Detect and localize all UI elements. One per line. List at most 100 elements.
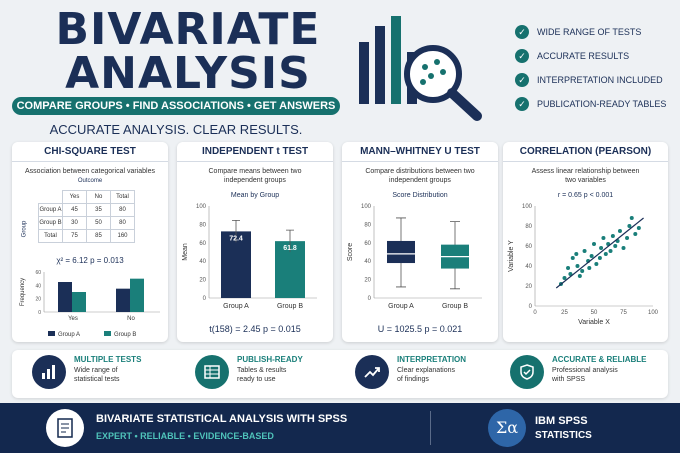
ibm-spss-label: IBM SPSS: [535, 415, 588, 427]
legend-label: Group B: [114, 332, 136, 338]
y-tick-label: 20: [364, 278, 371, 284]
scatter-point: [577, 274, 582, 278]
y-tick-label: 0: [529, 304, 533, 310]
y-tick-label: 80: [364, 222, 371, 228]
y-tick-label: 80: [199, 222, 206, 228]
benefit-item: INTERPRETATION Clear explanations of findi…: [355, 355, 466, 389]
feature-list: ✓ WIDE RANGE OF TESTS ✓ ACCURATE RESULTS ✓…: [515, 20, 666, 116]
footer-title: BIVARIATE STATISTICAL ANALYSIS WITH SPSS: [96, 413, 348, 425]
subtitle-pill: COMPARE GROUPS • FIND ASSOCIATIONS • GET…: [12, 97, 340, 115]
y-tick-label: 80: [525, 224, 532, 230]
y-tick-label: 60: [35, 270, 41, 276]
y-tick-label: 100: [196, 204, 207, 210]
main-title: BIVARIATE ANALYSIS: [28, 8, 348, 96]
legend-swatch: [104, 331, 111, 336]
contingency-table: Yes No Total Group A 45 35 80 Group B 30 50 80 T…: [38, 190, 135, 243]
group-label: Group: [21, 220, 28, 238]
mw-stats: U = 1025.5 p = 0.021: [377, 324, 463, 334]
scatter-point: [633, 232, 638, 236]
footer-banner: BIVARIATE STATISTICAL ANALYSIS WITH SPSS…: [0, 403, 680, 453]
scatter-point: [608, 249, 613, 253]
chi-stats: χ² = 6.12 p = 0.013: [56, 256, 124, 265]
x-tick-label: Yes: [68, 316, 78, 322]
y-axis-label: Variable Y: [508, 240, 515, 272]
feature-item: ✓ WIDE RANGE OF TESTS: [515, 20, 666, 44]
scatter-point: [562, 276, 567, 280]
bar: [221, 231, 251, 298]
data-label: 72.4: [229, 235, 243, 242]
scatter-point: [575, 264, 580, 268]
x-tick-label: 100: [648, 310, 659, 316]
y-axis-label: Mean: [182, 243, 189, 261]
title-line-1: BIVARIATE: [55, 4, 321, 55]
y-tick-label: 20: [35, 297, 41, 303]
y-tick-label: 40: [199, 259, 206, 265]
mann-whitney-card: Score 0 20 40 60 80 100 Group A Group B MANN–WHI…: [342, 142, 498, 342]
card-title: INDEPENDENT t TEST: [177, 142, 333, 162]
table-row: Group A 45 35 80: [38, 203, 135, 217]
bar: [130, 278, 144, 312]
y-axis-label: Score: [347, 243, 354, 261]
correlation-chart: Variable Y Variable X 0 20 40 60 80 100 0 25 50 75 1…: [508, 204, 659, 326]
benefits-strip: MULTIPLE TESTS Wide range of statistical t…: [12, 350, 668, 398]
check-icon: ✓: [515, 97, 529, 111]
card-subtitle: Compare means between two independent gr…: [208, 168, 302, 184]
scatter-point: [582, 249, 587, 253]
benefit-item: PUBLISH-READY Tables & results ready to us…: [195, 355, 303, 389]
y-tick-label: 0: [38, 310, 41, 316]
scatter-point: [570, 256, 575, 260]
x-tick-label: Group B: [277, 303, 303, 310]
scatter-point: [592, 242, 596, 246]
t-test-card: Mean 0 20 40 60 80 100 72.4 Group A 61.8 Group B I…: [177, 142, 333, 342]
shield-check-icon: [510, 355, 544, 389]
card-title: CHI-SQUARE TEST: [12, 142, 168, 162]
benefit-item: ACCURATE & RELIABLE Professional analysis…: [510, 355, 647, 389]
bar-chart-icon: [32, 355, 66, 389]
t-test-chart: Mean 0 20 40 60 80 100 72.4 Group A 61.8 Group B: [182, 204, 317, 310]
x-tick-label: Group B: [442, 303, 468, 310]
card-subtitle: Assess linear relationship between two v…: [531, 168, 640, 184]
t-stats: t(158) = 2.45 p = 0.015: [209, 324, 301, 334]
scatter-point: [603, 252, 608, 256]
title-line-2: ANALYSIS: [65, 48, 311, 99]
scatter-point: [627, 224, 632, 228]
y-tick-label: 60: [525, 244, 532, 250]
y-tick-label: 0: [368, 296, 372, 302]
scatter-point: [599, 246, 604, 250]
y-tick-label: 100: [522, 204, 533, 210]
trend-line: [555, 217, 644, 289]
x-axis-label: Variable X: [578, 319, 610, 326]
y-tick-label: 40: [525, 264, 532, 270]
feature-item: ✓ PUBLICATION-READY TABLES: [515, 92, 666, 116]
spss-logo-icon: Σα: [488, 409, 526, 447]
footer-divider: [430, 411, 431, 445]
x-tick-label: Group A: [388, 303, 414, 310]
card-subtitle: Association between categorical variable…: [25, 168, 155, 175]
scatter-point: [568, 272, 573, 276]
bar-magnifier-icon: [359, 16, 482, 121]
scatter-point: [566, 266, 571, 270]
chi-square-chart: Frequency 0 20 40 60 Yes No Group A Group B: [20, 270, 160, 338]
check-icon: ✓: [515, 25, 529, 39]
correlation-card: Variable Y Variable X 0 20 40 60 80 100 0 25 50 75 1…: [503, 142, 668, 342]
legend-label: Group A: [58, 332, 80, 338]
scatter-point: [587, 266, 592, 270]
chi-square-card: Frequency 0 20 40 60 Yes No Group A Group B CHI-…: [12, 142, 168, 342]
scatter-point: [601, 236, 606, 240]
scatter-point: [589, 254, 594, 258]
corr-stats: r = 0.65 p < 0.001: [557, 192, 614, 199]
check-icon: ✓: [515, 49, 529, 63]
feature-item: ✓ ACCURATE RESULTS: [515, 44, 666, 68]
mann-whitney-chart: Score 0 20 40 60 80 100 Group A Group B: [347, 204, 482, 310]
x-tick-label: No: [127, 316, 135, 322]
scatter-point: [610, 234, 615, 238]
scatter-point: [636, 226, 641, 230]
statistics-label: STATISTICS: [535, 430, 592, 441]
scatter-point: [617, 229, 622, 233]
scatter-point: [629, 216, 634, 220]
x-tick-label: 75: [620, 310, 627, 316]
x-tick-label: 0: [533, 310, 537, 316]
tagline: ACCURATE ANALYSIS. CLEAR RESULTS.: [49, 122, 303, 137]
data-label: 61.8: [283, 245, 297, 252]
scatter-point: [594, 262, 599, 266]
